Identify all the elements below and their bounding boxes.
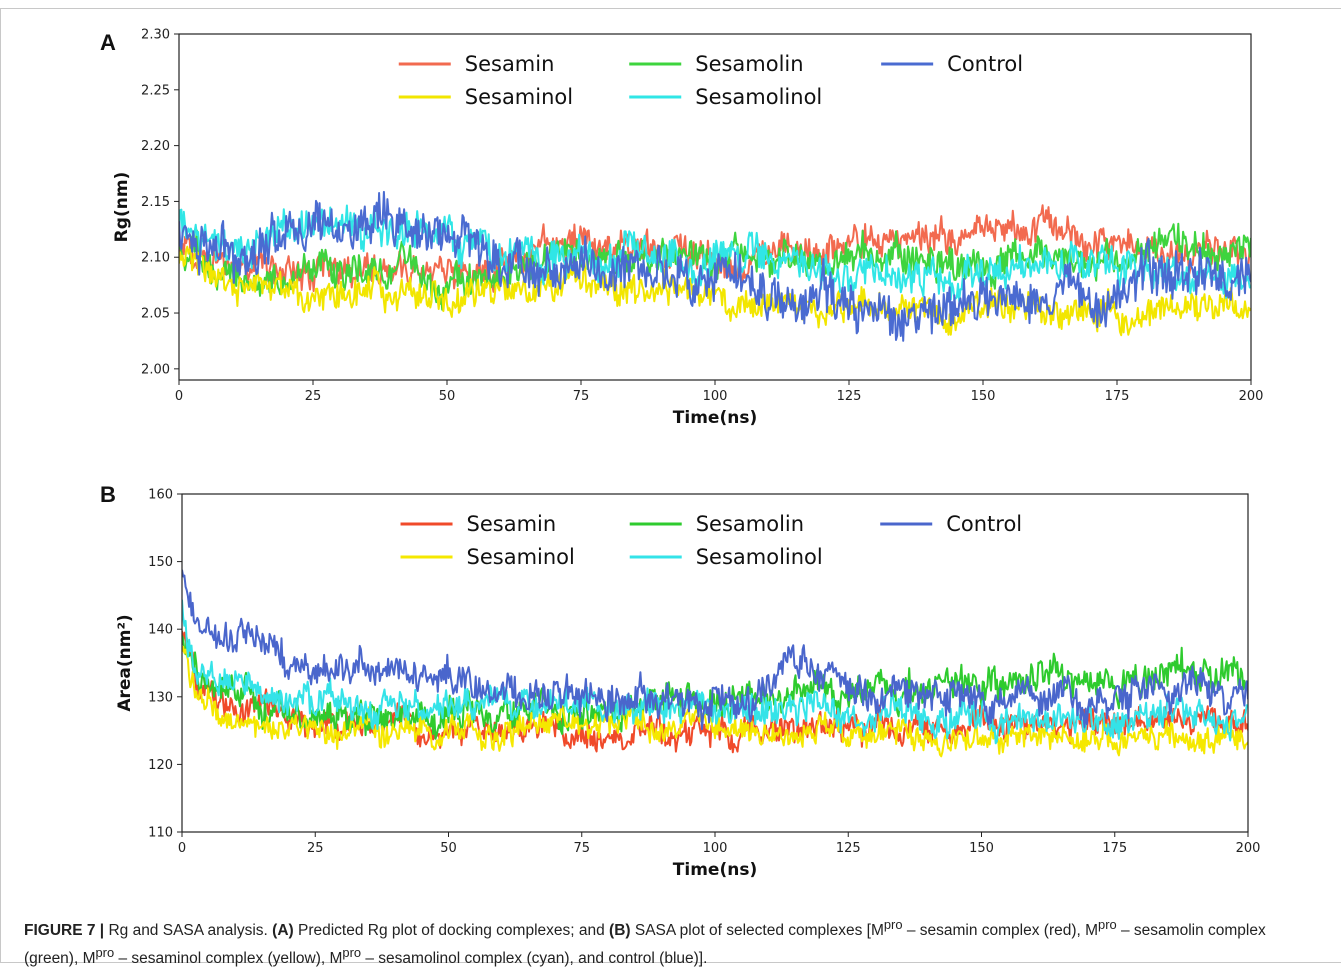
y-tick-label: 150: [148, 555, 173, 570]
series-line-control: [182, 569, 1248, 731]
x-tick-label: 200: [1239, 389, 1264, 404]
x-axis-label: Time(ns): [673, 408, 757, 428]
legend-label-sesamolinol: Sesamolinol: [696, 545, 823, 569]
y-tick-label: 2.00: [141, 362, 170, 377]
caption-figure-label: FIGURE 7 |: [24, 922, 105, 940]
legend-label-sesaminol: Sesaminol: [465, 85, 573, 109]
series-line-sesaminol: [182, 645, 1248, 758]
x-tick-label: 200: [1236, 841, 1261, 856]
caption-sup-4: pro: [342, 945, 362, 961]
caption-text-3: – sesaminol complex (yellow), M: [114, 950, 343, 968]
y-tick-label: 130: [148, 690, 173, 705]
y-tick-label: 2.10: [141, 251, 170, 266]
y-tick-label: 160: [148, 488, 173, 503]
legend: Sesamin Sesamolin Control Sesaminol Sesamoli…: [398, 52, 1023, 109]
legend-label-sesamin: Sesamin: [467, 512, 557, 536]
panel-label-a: A: [100, 30, 116, 55]
y-tick-label: 110: [148, 826, 173, 841]
caption-sup-2: pro: [1098, 917, 1117, 932]
x-tick-label: 25: [307, 841, 324, 856]
x-tick-label: 25: [305, 389, 322, 404]
x-tick-label: 0: [178, 841, 186, 856]
y-axis-label: Rg(nm): [112, 172, 132, 243]
caption-intro: Rg and SASA analysis.: [104, 922, 273, 940]
figure-caption: FIGURE 7 | Rg and SASA analysis. (A) Pre…: [24, 914, 1324, 970]
legend-label-sesamin: Sesamin: [465, 52, 555, 76]
legend-label-control: Control: [946, 512, 1022, 536]
caption-part-b-text: SASA plot of selected complexes [M: [630, 922, 884, 940]
legend-label-control: Control: [947, 52, 1023, 76]
caption-text-2: – sesamolin complex (green), M: [24, 922, 1266, 968]
figure-frame: [0, 8, 1341, 963]
sasa-chart: 0 25 50 75 100 125 150 175 200 110 120 130 140 150 160…: [115, 488, 1261, 881]
y-tick-label: 2.05: [141, 307, 170, 322]
x-tick-label: 75: [573, 841, 590, 856]
caption-sup-3: pro: [95, 945, 115, 961]
plot-area: [182, 569, 1248, 758]
x-tick-label: 50: [439, 389, 456, 404]
caption-text-1: – sesamin complex (red), M: [902, 922, 1099, 940]
x-tick-label: 125: [837, 389, 862, 404]
legend: Sesamin Sesamolin Control Sesaminol Sesamoli…: [400, 512, 1022, 569]
x-tick-label: 0: [175, 389, 183, 404]
y-tick-label: 2.30: [141, 28, 170, 43]
x-tick-label: 50: [440, 841, 457, 856]
y-axis-label: Area(nm²): [115, 614, 135, 711]
legend-label-sesamolin: Sesamolin: [695, 52, 803, 76]
legend-label-sesaminol: Sesaminol: [467, 545, 575, 569]
x-axis-label: Time(ns): [673, 860, 757, 880]
x-tick-label: 175: [1105, 389, 1130, 404]
caption-part-a-text: Predicted Rg plot of docking complexes; …: [293, 922, 610, 940]
caption-part-a-label: (A): [272, 922, 294, 940]
x-tick-label: 150: [971, 389, 996, 404]
series-line-sesamolinol: [182, 599, 1248, 745]
plot-area: [179, 190, 1251, 342]
x-tick-label: 75: [573, 389, 590, 404]
y-tick-label: 140: [148, 623, 173, 638]
caption-sup-1: pro: [883, 917, 903, 932]
x-tick-label: 100: [703, 841, 728, 856]
y-tick-label: 120: [148, 758, 173, 773]
x-tick-label: 175: [1102, 841, 1127, 856]
caption-part-b-label: (B): [609, 922, 631, 940]
legend-label-sesamolin: Sesamolin: [696, 512, 804, 536]
rg-chart: 0 25 50 75 100 125 150 175 200 2.00 2.05 2.10 2.15 2.…: [112, 28, 1264, 429]
x-tick-label: 100: [703, 389, 728, 404]
y-tick-label: 2.20: [141, 139, 170, 154]
y-tick-label: 2.15: [141, 195, 170, 210]
x-tick-label: 150: [969, 841, 994, 856]
caption-text-4: – sesamolinol complex (cyan), and contro…: [361, 950, 708, 968]
series-line-control: [179, 190, 1251, 342]
panel-label-b: B: [100, 482, 116, 507]
legend-label-sesamolinol: Sesamolinol: [695, 85, 822, 109]
y-tick-label: 2.25: [141, 83, 170, 98]
x-tick-label: 125: [836, 841, 861, 856]
